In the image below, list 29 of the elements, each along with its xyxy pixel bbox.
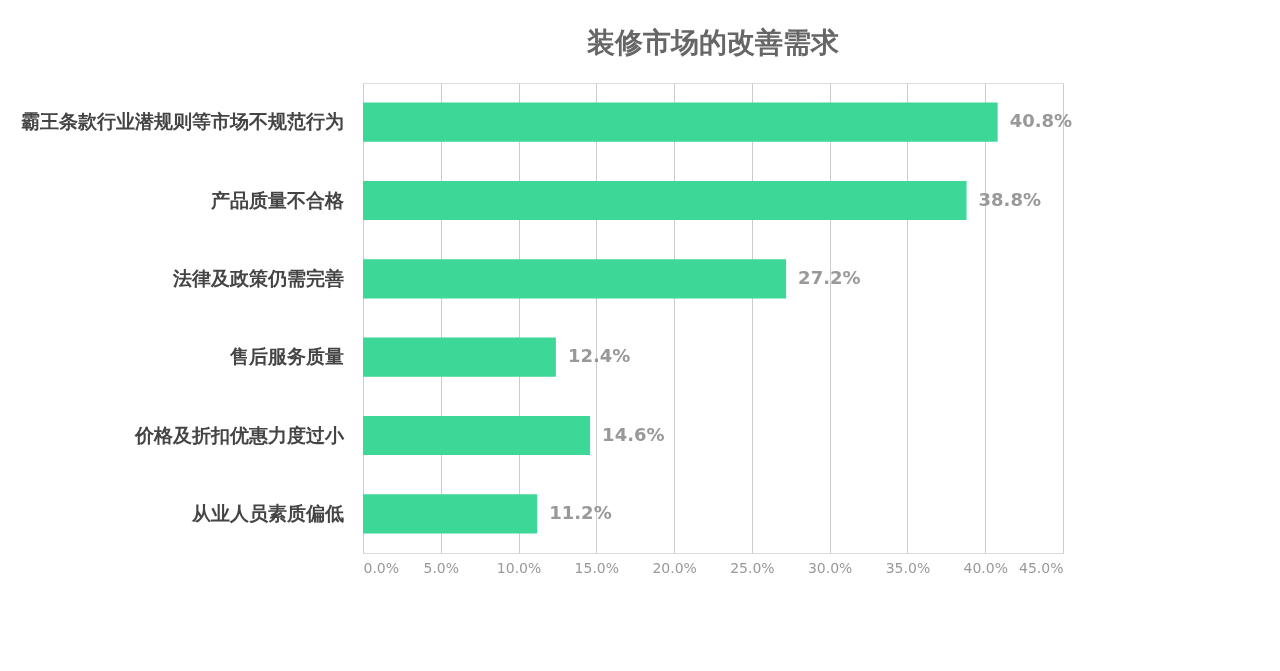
x-tick-label: 25.0% — [730, 559, 775, 576]
data-label: 12.4% — [567, 345, 631, 367]
y-tick-label: 法律及政策仍需完善 — [171, 266, 344, 289]
data-label: 40.8% — [1009, 110, 1073, 132]
data-label: 27.2% — [798, 266, 861, 288]
y-tick-label: 霸王条款行业潜规则等市场不规范行为 — [20, 110, 344, 133]
bar — [363, 180, 967, 221]
x-tick-label: 15.0% — [574, 559, 620, 576]
bar — [363, 259, 787, 299]
bar — [363, 415, 591, 456]
x-tick-label: 30.0% — [807, 559, 853, 576]
bar — [363, 494, 538, 534]
x-tick-label: 10.0% — [496, 559, 542, 576]
x-tick-label: 45.0% — [1019, 559, 1064, 576]
data-label: 11.2% — [549, 501, 612, 523]
data-label: 14.6% — [602, 423, 665, 445]
bar — [363, 102, 998, 142]
x-tick-label: 35.0% — [885, 559, 931, 576]
y-tick-label: 从业人员素质偏低 — [190, 501, 344, 524]
y-tick-label: 售后服务质量 — [228, 345, 344, 368]
x-tick-label: 0.0% — [363, 559, 400, 576]
x-tick-label: 40.0% — [963, 559, 1008, 576]
x-tick-label: 5.0% — [423, 559, 460, 576]
y-tick-label: 价格及折扣优惠力度过小 — [133, 423, 345, 446]
data-label: 38.8% — [978, 188, 1042, 210]
chart-title: 装修市场的改善需求 — [586, 26, 839, 59]
y-tick-label: 产品质量不合格 — [209, 188, 345, 211]
bar — [363, 337, 556, 377]
x-tick-label: 20.0% — [652, 559, 697, 576]
